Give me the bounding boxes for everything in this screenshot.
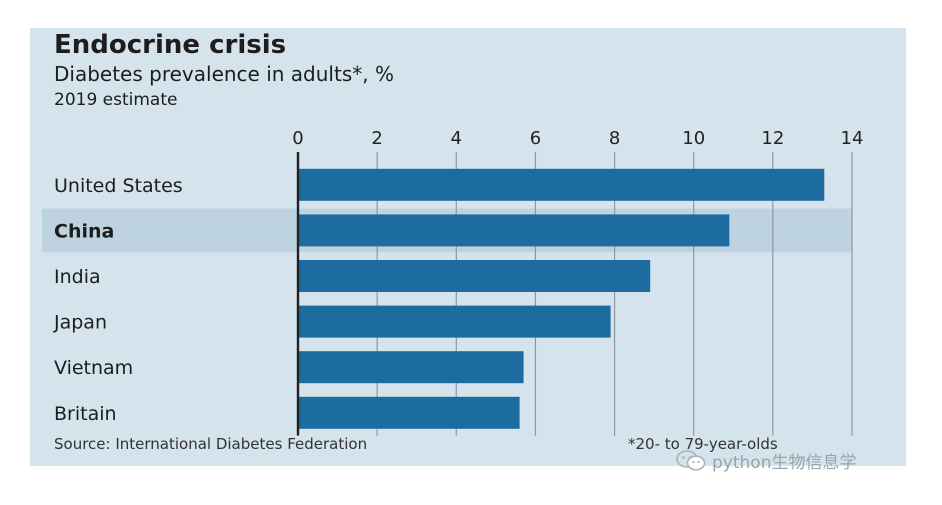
bar xyxy=(298,351,524,384)
category-label: United States xyxy=(54,175,183,197)
chart-source: Source: International Diabetes Federatio… xyxy=(54,435,368,453)
tick-label: 2 xyxy=(371,128,382,149)
chart-note: 2019 estimate xyxy=(54,90,178,110)
watermark-text: python生物信息学 xyxy=(712,453,857,473)
category-label: India xyxy=(54,266,101,288)
tick-label: 4 xyxy=(451,128,462,149)
chart-footnote: *20- to 79-year-olds xyxy=(628,435,778,453)
chart-title: Endocrine crisis xyxy=(54,30,287,60)
bar xyxy=(298,305,611,338)
tick-label: 10 xyxy=(682,128,705,149)
category-label: China xyxy=(54,220,114,242)
wechat-icon xyxy=(676,449,706,471)
category-label: Britain xyxy=(54,403,117,425)
bar xyxy=(298,260,651,292)
tick-label: 14 xyxy=(841,128,864,149)
bar xyxy=(298,214,730,247)
bar xyxy=(298,396,520,429)
chart-panel: Endocrine crisis Diabetes prevalence in … xyxy=(30,28,906,466)
tick-label: 8 xyxy=(609,128,620,149)
tick-label: 12 xyxy=(761,128,784,149)
bar-chart: 0 2 4 6 8 10 12 14 United States China India Japan V… xyxy=(42,128,864,436)
chart-subtitle: Diabetes prevalence in adults*, % xyxy=(54,62,394,86)
category-label: Japan xyxy=(53,312,107,334)
category-label: Vietnam xyxy=(54,357,133,379)
watermark: python生物信息学 xyxy=(676,448,856,473)
tick-label: 0 xyxy=(292,128,303,149)
tick-label: 6 xyxy=(530,128,541,149)
bar xyxy=(298,168,825,201)
